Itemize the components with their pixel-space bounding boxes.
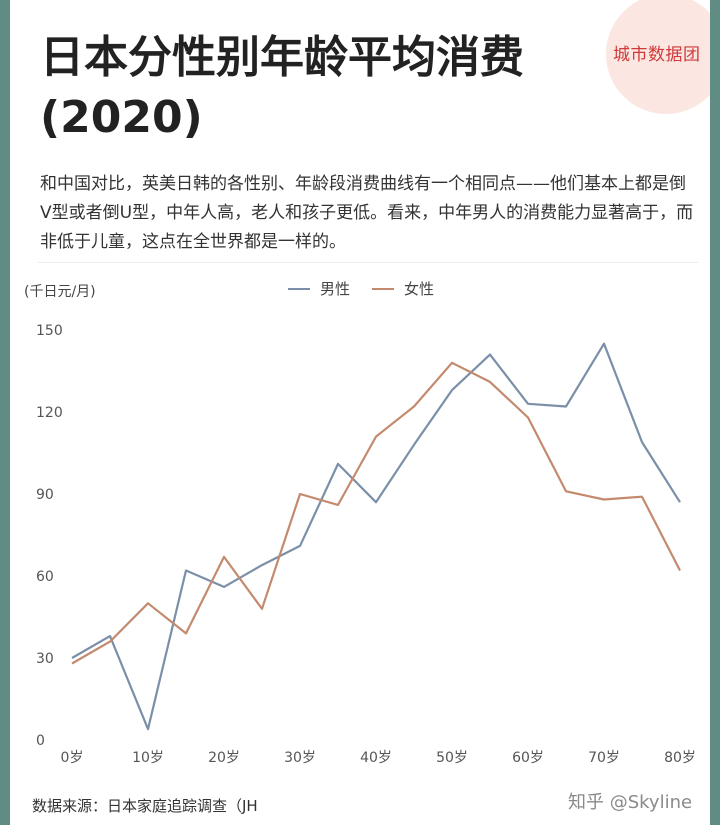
legend-swatch-female: [372, 287, 394, 290]
y-tick-label: 150: [36, 323, 63, 339]
y-axis-unit-label: (千日元/月): [24, 284, 96, 300]
series-lines: [71, 342, 681, 731]
y-axis-ticks: 0 30 60 90 120 150: [36, 323, 63, 749]
x-tick-label: 40岁: [360, 750, 392, 766]
y-tick-label: 0: [36, 733, 45, 749]
x-tick-label: 20岁: [208, 750, 240, 766]
x-tick-label: 30岁: [284, 750, 316, 766]
x-tick-label: 50岁: [436, 750, 468, 766]
y-tick-label: 60: [36, 569, 54, 585]
x-tick-label: 60岁: [512, 750, 544, 766]
y-tick-label: 90: [36, 487, 54, 503]
series-line-female: [71, 361, 681, 665]
chart-title: 日本分性别年龄平均消费(2020): [40, 32, 524, 143]
divider: [38, 262, 698, 263]
brand-watermark: [606, 0, 710, 114]
chart-description: 和中国对比，英美日韩的各性别、年龄段消费曲线有一个相同点——他们基本上都是倒V型…: [40, 174, 694, 252]
chart-card: 城市数据团 日本分性别年龄平均消费(2020) 和中国对比，英美日韩的各性别、年…: [10, 0, 710, 825]
x-tick-label: 70岁: [588, 750, 620, 766]
x-axis-ticks: 0岁 10岁 20岁 30岁 40岁 50岁 60岁 70岁 80岁: [61, 750, 696, 766]
legend-swatch-male: [288, 287, 310, 290]
y-tick-label: 120: [36, 405, 63, 421]
x-tick-label: 80岁: [664, 750, 696, 766]
brand-label: 城市数据团: [613, 45, 701, 65]
legend-item-female: 女性: [372, 278, 434, 299]
x-tick-label: 0岁: [61, 750, 84, 766]
x-tick-label: 10岁: [132, 750, 164, 766]
legend-item-male: 男性: [288, 278, 350, 299]
legend-label-female: 女性: [404, 280, 435, 298]
author-credit: 知乎 @Skyline: [568, 792, 693, 813]
legend-label-male: 男性: [320, 280, 351, 298]
data-source: 数据来源：日本家庭追踪调查（JH: [32, 797, 258, 815]
y-tick-label: 30: [36, 651, 54, 667]
series-line-male: [71, 342, 681, 731]
line-chart: (千日元/月) 0 30 60 90 120 150 0岁 10岁 20岁 30岁 40岁 50岁 6…: [24, 284, 696, 766]
